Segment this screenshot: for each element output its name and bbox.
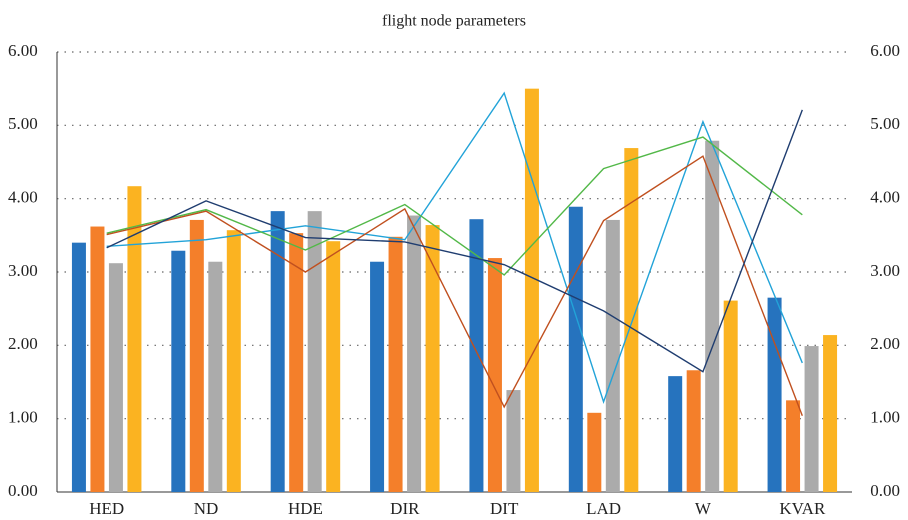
bar	[226, 230, 241, 492]
x-tick-label: DIT	[490, 499, 519, 518]
bar	[705, 140, 720, 492]
bar	[668, 376, 683, 492]
x-tick-label: W	[695, 499, 712, 518]
y2-tick-label: 1.00	[870, 408, 900, 427]
x-tick-label: HDE	[288, 499, 323, 518]
y-tick-label: 2.00	[8, 334, 38, 353]
bar	[624, 148, 639, 493]
bar	[270, 211, 285, 492]
bar	[568, 206, 583, 492]
bar	[605, 219, 620, 492]
bar	[289, 233, 304, 492]
y-tick-label: 5.00	[8, 114, 38, 133]
bar	[370, 261, 385, 492]
line-series	[106, 136, 803, 276]
line-series	[106, 91, 803, 404]
x-tick-label: KVAR	[779, 499, 826, 518]
bar	[171, 250, 186, 492]
y2-tick-label: 6.00	[870, 41, 900, 60]
y2-tick-label: 4.00	[870, 188, 900, 207]
bar	[823, 335, 838, 492]
bar	[506, 390, 521, 492]
bar	[686, 370, 701, 492]
bar	[108, 263, 123, 492]
y2-tick-label: 3.00	[870, 261, 900, 280]
y-tick-label: 0.00	[8, 481, 38, 500]
bar	[587, 412, 602, 492]
line-series	[106, 109, 803, 373]
bar	[786, 400, 801, 492]
bar	[326, 241, 341, 492]
bar	[487, 258, 502, 492]
x-tick-label: HED	[89, 499, 124, 518]
y-tick-label: 4.00	[8, 188, 38, 207]
line-series	[106, 155, 803, 416]
y-tick-label: 3.00	[8, 261, 38, 280]
chart-title: flight node parameters	[382, 13, 526, 30]
bar	[71, 242, 86, 492]
y-tick-label: 1.00	[8, 408, 38, 427]
y-tick-label: 6.00	[8, 41, 38, 60]
bar	[127, 186, 142, 492]
bar	[90, 226, 105, 493]
y2-tick-label: 5.00	[870, 114, 900, 133]
bar	[407, 215, 422, 493]
y2-tick-label: 2.00	[870, 334, 900, 353]
x-tick-label: LAD	[586, 499, 621, 518]
bar	[208, 261, 223, 492]
bar	[767, 297, 782, 492]
bar	[307, 211, 322, 492]
x-tick-label: DIR	[390, 499, 420, 518]
bar	[388, 236, 403, 492]
x-tick-label: ND	[194, 499, 219, 518]
bar	[469, 219, 484, 492]
bar	[723, 300, 738, 492]
y2-tick-label: 0.00	[870, 481, 900, 500]
bar	[804, 346, 819, 492]
bar	[425, 225, 440, 493]
bar	[189, 219, 204, 492]
bar	[524, 88, 539, 493]
